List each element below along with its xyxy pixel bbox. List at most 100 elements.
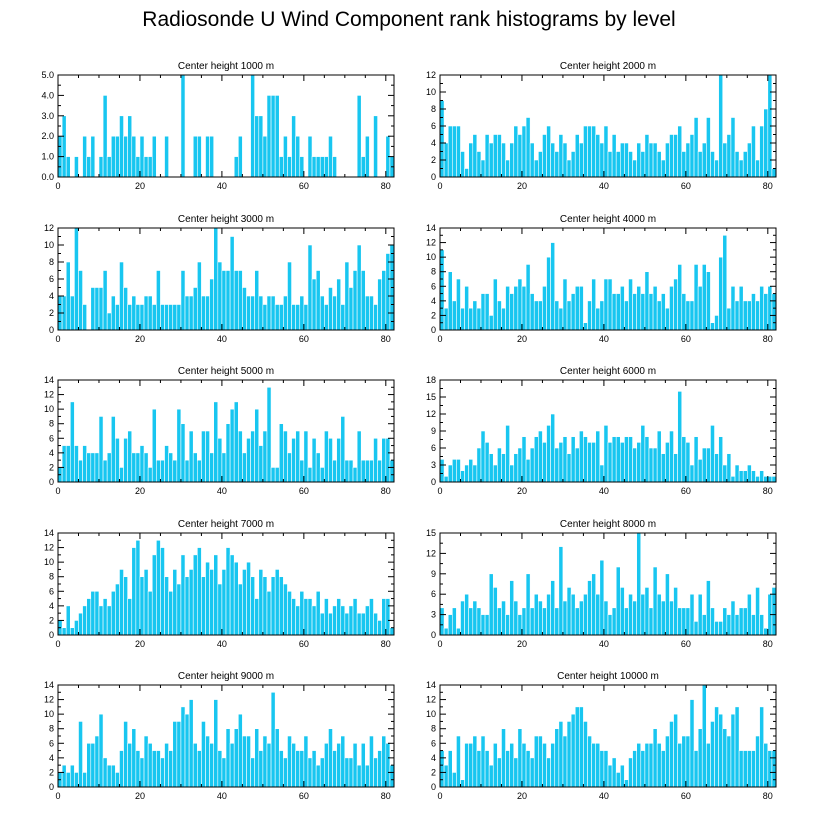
- histogram-bar: [681, 293, 687, 331]
- histogram-bar: [742, 470, 748, 483]
- histogram-bar: [701, 142, 707, 178]
- histogram-bar: [209, 742, 215, 788]
- histogram-bar: [262, 735, 268, 788]
- histogram-bar: [299, 459, 305, 483]
- histogram-bar: [254, 728, 260, 788]
- histogram-bar: [278, 304, 284, 331]
- histogram-bar: [377, 278, 383, 331]
- histogram-bar: [706, 742, 711, 788]
- histogram-bar: [74, 772, 79, 788]
- histogram-bar: [82, 135, 87, 178]
- histogram-bar: [640, 425, 646, 483]
- histogram-bar: [82, 772, 87, 788]
- histogram-bar: [160, 459, 165, 483]
- histogram-bar: [497, 134, 502, 178]
- histogram-bar: [611, 293, 617, 331]
- histogram-bar: [98, 156, 104, 178]
- histogram-bar: [287, 261, 292, 331]
- histogram-bar: [538, 600, 543, 636]
- histogram-bar: [640, 593, 646, 636]
- histogram-bar: [468, 742, 474, 788]
- histogram-bar: [209, 569, 215, 636]
- histogram-bar: [669, 600, 674, 636]
- x-tick-label: 80: [763, 181, 773, 191]
- histogram-bar: [439, 607, 445, 636]
- histogram-bar: [632, 447, 637, 483]
- histogram-bar: [447, 464, 453, 483]
- histogram-bar: [221, 569, 227, 636]
- histogram-bar: [225, 547, 231, 636]
- histogram-bar: [529, 757, 535, 788]
- histogram-bar: [197, 261, 202, 331]
- histogram-bar: [131, 547, 137, 636]
- x-tick-label: 40: [599, 486, 609, 496]
- histogram-bar: [660, 293, 666, 331]
- histogram-bar: [119, 750, 124, 788]
- histogram-bar: [550, 413, 556, 483]
- histogram-bar: [726, 307, 732, 331]
- x-tick-label: 80: [763, 334, 773, 344]
- histogram-bar: [726, 453, 732, 483]
- histogram-bar: [517, 728, 523, 788]
- histogram-bar: [570, 293, 576, 331]
- histogram-bar: [701, 684, 707, 788]
- y-tick-label: 1.0: [41, 152, 54, 162]
- histogram-bar: [176, 721, 182, 788]
- histogram-bar: [348, 605, 354, 636]
- histogram-bar: [291, 437, 296, 483]
- histogram-bar: [685, 142, 691, 178]
- histogram-bar: [607, 442, 613, 483]
- histogram-bar: [656, 300, 662, 331]
- histogram-bar: [685, 607, 691, 636]
- histogram-bar: [274, 467, 280, 483]
- histogram-bar: [237, 583, 243, 636]
- histogram-bar: [763, 627, 769, 636]
- histogram-bar: [718, 713, 724, 788]
- histogram-bar: [90, 590, 96, 636]
- histogram-bar: [115, 304, 120, 331]
- histogram-bar: [554, 728, 560, 788]
- histogram-bar: [665, 735, 670, 788]
- histogram-bar: [476, 447, 482, 483]
- histogram-bar: [233, 561, 239, 636]
- histogram-bar: [82, 605, 87, 636]
- histogram-bar: [324, 742, 329, 788]
- histogram-bar: [360, 270, 366, 331]
- histogram-panel-9: Center height 9000 m 0 20 40 60 80 0 2 4 6 8 10 12 14: [44, 671, 395, 801]
- histogram-bar: [213, 554, 219, 636]
- histogram-bar: [771, 750, 777, 788]
- histogram-bar: [336, 598, 342, 636]
- histogram-bar: [566, 721, 572, 788]
- panel-title: Center height 8000 m: [560, 519, 656, 530]
- histogram-bar: [669, 721, 674, 788]
- histogram-bar: [328, 135, 333, 178]
- histogram-bar: [710, 322, 715, 331]
- histogram-bar: [460, 470, 465, 483]
- histogram-bar: [69, 295, 75, 331]
- histogram-bar: [583, 593, 588, 636]
- histogram-bar: [221, 270, 227, 331]
- histogram-bar: [734, 151, 740, 178]
- histogram-bar: [147, 742, 153, 788]
- x-tick-label: 20: [135, 791, 145, 801]
- histogram-bar: [763, 476, 769, 483]
- histogram-bar: [123, 576, 128, 636]
- histogram-bar: [291, 304, 296, 331]
- histogram-bar: [640, 293, 646, 331]
- histogram-bar: [624, 607, 629, 636]
- histogram-bar: [747, 142, 752, 178]
- histogram-bar: [652, 728, 658, 788]
- histogram-bar: [525, 750, 531, 788]
- histogram-bar: [501, 142, 506, 178]
- histogram-bar: [566, 453, 572, 483]
- histogram-bar: [344, 757, 350, 788]
- histogram-bar: [603, 125, 609, 178]
- histogram-bar: [533, 159, 539, 178]
- histogram-bar: [456, 278, 461, 331]
- histogram-bar: [718, 436, 724, 483]
- histogram-bar: [456, 735, 461, 788]
- histogram-bar: [726, 614, 732, 636]
- histogram-bar: [767, 750, 773, 788]
- histogram-bar: [356, 612, 362, 636]
- histogram-bar: [336, 742, 342, 788]
